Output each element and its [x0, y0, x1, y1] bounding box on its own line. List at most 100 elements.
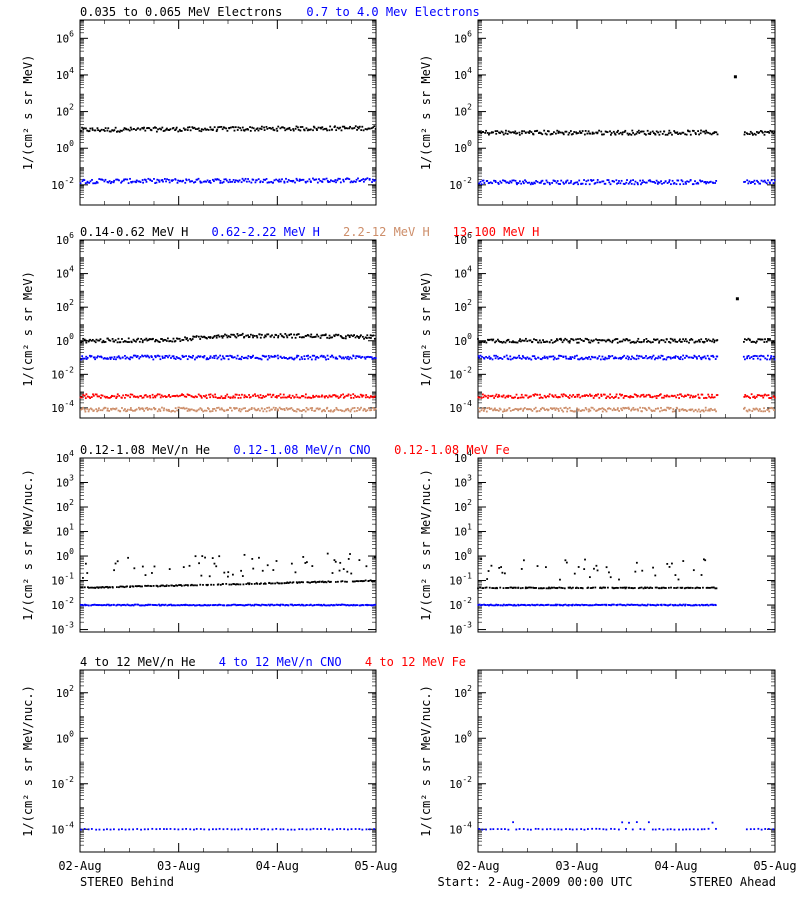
data-point — [674, 357, 676, 359]
data-point — [257, 395, 259, 397]
data-point — [496, 409, 498, 411]
data-point — [209, 575, 211, 577]
data-point — [159, 341, 161, 343]
data-point — [677, 587, 679, 589]
data-point — [142, 340, 144, 342]
data-point — [601, 587, 603, 589]
data-point — [608, 357, 610, 359]
data-point — [130, 407, 132, 409]
data-point — [234, 130, 236, 132]
data-point — [754, 180, 756, 182]
data-point — [643, 341, 645, 343]
data-point — [213, 355, 215, 357]
data-point — [661, 339, 663, 341]
data-point — [100, 338, 102, 340]
data-point — [666, 563, 668, 565]
data-point — [617, 407, 619, 409]
data-point — [670, 132, 672, 134]
data-point — [591, 395, 593, 397]
data-point — [298, 333, 300, 335]
data-point — [268, 355, 270, 357]
data-point — [151, 572, 153, 574]
data-point — [510, 359, 512, 361]
data-point — [699, 605, 701, 607]
data-point — [542, 180, 544, 182]
data-point — [610, 134, 612, 136]
data-point — [768, 411, 770, 413]
data-point — [484, 340, 486, 342]
data-point — [670, 587, 672, 589]
data-point — [510, 410, 512, 412]
data-point — [243, 336, 245, 338]
data-point — [187, 129, 189, 131]
data-point — [758, 410, 760, 412]
data-point — [332, 572, 334, 574]
data-point — [321, 126, 323, 128]
data-point — [116, 408, 118, 410]
data-point — [152, 359, 154, 361]
data-point — [209, 180, 211, 182]
data-point — [744, 134, 746, 136]
data-point — [91, 355, 93, 357]
data-point — [508, 182, 510, 184]
data-point — [365, 580, 367, 582]
data-point — [584, 604, 586, 606]
data-point — [314, 396, 316, 398]
data-point — [299, 180, 301, 182]
data-point — [173, 357, 175, 359]
data-point — [265, 395, 267, 397]
data-point — [491, 604, 493, 606]
data-point — [562, 395, 564, 397]
data-point — [280, 604, 282, 606]
data-point — [486, 407, 488, 409]
data-point — [560, 180, 562, 182]
data-point — [579, 604, 581, 606]
data-point — [294, 410, 296, 412]
data-point — [518, 397, 520, 399]
data-point — [698, 134, 700, 136]
data-point — [509, 355, 511, 357]
data-point — [91, 179, 93, 181]
data-point — [152, 338, 154, 340]
data-point — [215, 828, 217, 830]
data-point — [215, 565, 217, 567]
data-point — [492, 395, 494, 397]
data-point — [535, 358, 537, 360]
data-point — [259, 334, 261, 336]
data-point — [167, 356, 169, 358]
data-point — [233, 179, 235, 181]
data-point — [130, 356, 132, 358]
data-point — [762, 397, 764, 399]
data-point — [698, 339, 700, 341]
data-point — [97, 396, 99, 398]
data-point — [317, 182, 319, 184]
data-point — [568, 132, 570, 134]
data-point — [239, 584, 241, 586]
data-point — [623, 355, 625, 357]
data-point — [504, 410, 506, 412]
series-0-7-to-4-0-mev-electrons — [478, 179, 775, 185]
data-point — [249, 336, 251, 338]
data-point — [692, 357, 694, 359]
data-point — [274, 129, 276, 131]
data-point — [716, 587, 718, 589]
data-point — [520, 183, 522, 185]
data-point — [198, 178, 200, 180]
data-point — [544, 409, 546, 411]
data-point — [549, 341, 551, 343]
data-point — [515, 605, 517, 607]
data-point — [586, 133, 588, 135]
data-point — [80, 182, 82, 184]
series-0-12-1-08-mev-n-cno — [477, 604, 716, 607]
data-point — [269, 410, 271, 412]
data-point — [629, 339, 631, 341]
data-point — [231, 829, 233, 831]
data-point — [262, 410, 264, 412]
data-point — [606, 358, 608, 360]
data-point — [355, 357, 357, 359]
data-point — [310, 129, 312, 131]
data-point — [136, 180, 138, 182]
data-point — [646, 394, 648, 396]
data-point — [482, 587, 484, 589]
data-point — [372, 580, 374, 582]
